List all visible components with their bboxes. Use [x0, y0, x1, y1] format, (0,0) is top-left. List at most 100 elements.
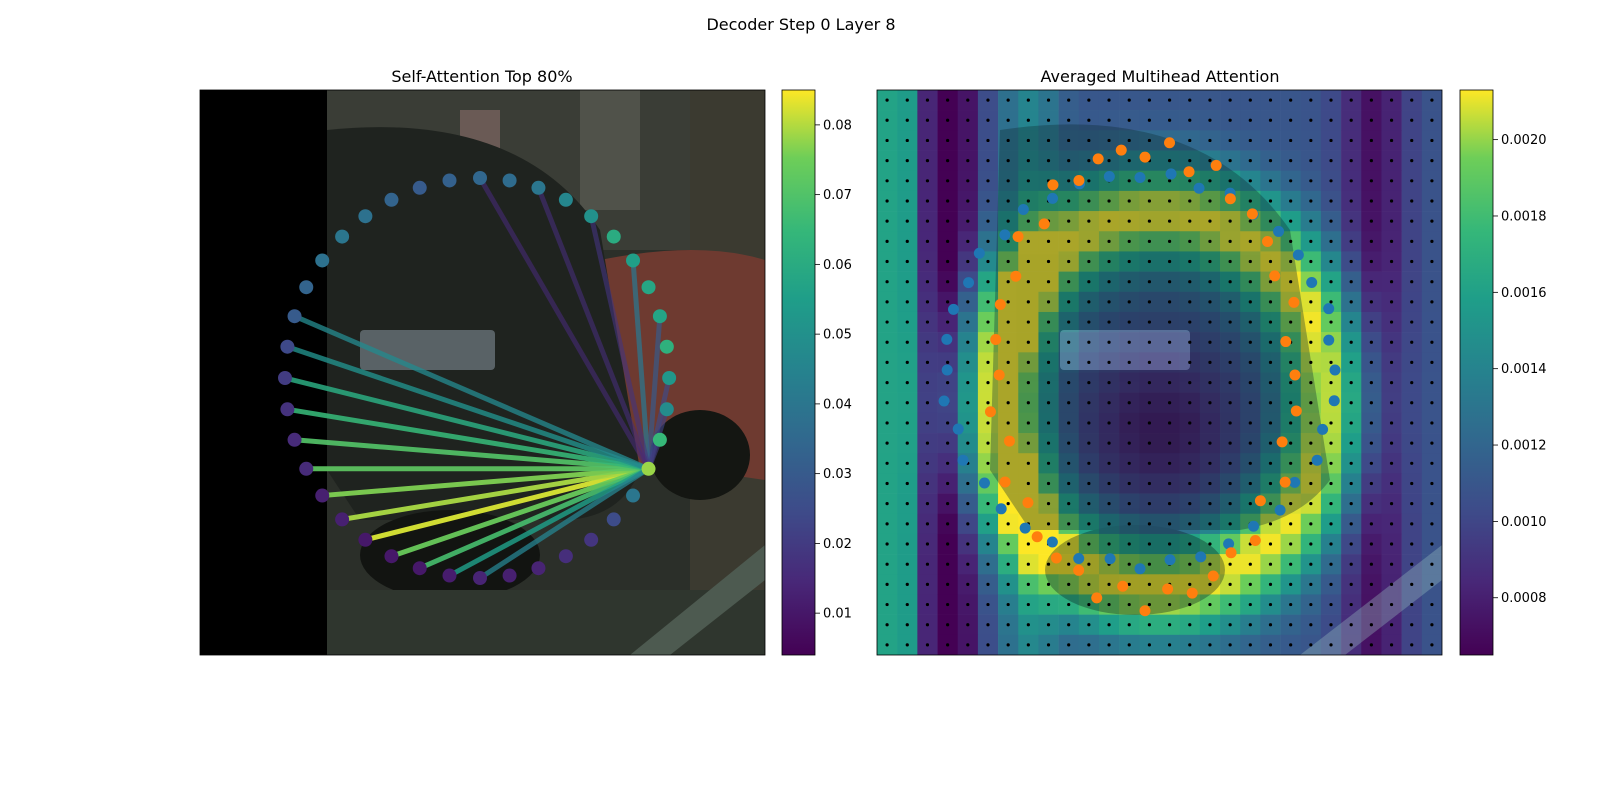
- grid-dot: [966, 582, 970, 586]
- grid-dot: [1430, 522, 1434, 526]
- grid-dot: [1208, 481, 1212, 486]
- grid-dot: [946, 380, 950, 385]
- grid-dot: [1087, 602, 1091, 607]
- colorbar-tick-label: 0.0012: [1501, 439, 1547, 454]
- grid-dot: [1087, 441, 1091, 445]
- grid-dot: [966, 562, 970, 566]
- grid-dot: [1067, 502, 1071, 506]
- grid-dot: [1410, 542, 1414, 546]
- grid-dot: [925, 623, 930, 627]
- grid-dot: [1127, 481, 1131, 486]
- vertex-point: [442, 173, 457, 188]
- grid-dot: [925, 320, 930, 324]
- grid-dot: [1188, 421, 1192, 425]
- grid-dot: [1208, 542, 1212, 546]
- sampling-point: [994, 298, 1006, 310]
- grid-dot: [1430, 602, 1434, 607]
- grid-dot: [1208, 98, 1212, 102]
- grid-dot: [1289, 320, 1293, 324]
- grid-dot: [1087, 360, 1091, 365]
- grid-dot: [1369, 320, 1373, 324]
- grid-dot: [1167, 441, 1172, 445]
- sampling-point: [1046, 536, 1058, 548]
- grid-dot: [1067, 643, 1071, 647]
- grid-dot: [1309, 98, 1313, 102]
- grid-dot: [1389, 542, 1394, 546]
- grid-dot: [1127, 179, 1131, 183]
- grid-dot: [1087, 138, 1091, 143]
- grid-dot: [1309, 159, 1313, 163]
- grid-dot: [1147, 199, 1152, 203]
- grid-dot: [1268, 280, 1273, 284]
- grid-dot: [1410, 643, 1414, 647]
- grid-dot: [1067, 159, 1071, 163]
- grid-dot: [966, 219, 970, 223]
- grid-dot: [1208, 502, 1212, 506]
- grid-dot: [1026, 340, 1030, 344]
- grid-dot: [1188, 340, 1192, 344]
- grid-dot: [1329, 300, 1333, 304]
- attention-edge: [446, 466, 652, 579]
- grid-dot: [986, 380, 990, 385]
- grid-dot: [1127, 138, 1131, 143]
- grid-dot: [966, 481, 970, 486]
- grid-dot: [1228, 118, 1232, 122]
- vertex-point: [584, 532, 599, 547]
- grid-dot: [1349, 582, 1353, 586]
- colorbar-tick-label: 0.05: [823, 328, 852, 343]
- grid-dot: [1067, 481, 1071, 486]
- grid-dot: [1046, 481, 1051, 486]
- right-colorbar-gradient: [1459, 89, 1494, 656]
- grid-dot: [1329, 602, 1333, 607]
- grid-dot: [1067, 138, 1071, 143]
- sampling-point: [1038, 218, 1050, 230]
- grid-dot: [1208, 300, 1212, 304]
- grid-dot: [1369, 280, 1373, 284]
- vertex-point: [358, 209, 373, 224]
- sampling-point: [1306, 277, 1318, 289]
- attention-edge: [477, 175, 652, 472]
- grid-dot: [1208, 623, 1212, 627]
- grid-dot: [946, 320, 950, 324]
- grid-dot: [1268, 502, 1273, 506]
- colorbar-tick-label: 0.0020: [1501, 133, 1547, 148]
- grid-dot: [1127, 461, 1131, 465]
- sampling-point: [995, 503, 1007, 515]
- grid-dot: [1369, 98, 1373, 102]
- attention-edge: [588, 213, 652, 472]
- grid-dot: [1026, 481, 1030, 486]
- grid-dot: [885, 219, 889, 223]
- grid-dot: [1289, 643, 1293, 647]
- grid-dot: [966, 259, 970, 264]
- attention-edge: [646, 313, 663, 472]
- grid-dot: [885, 401, 889, 405]
- grid-dot: [1248, 179, 1252, 183]
- grid-dot: [1067, 300, 1071, 304]
- grid-dot: [1228, 179, 1232, 183]
- grid-dot: [1046, 461, 1051, 465]
- grid-dot: [1289, 421, 1293, 425]
- grid-dot: [946, 643, 950, 647]
- grid-dot: [1268, 421, 1273, 425]
- grid-dot: [1289, 461, 1293, 465]
- vertex-point: [502, 173, 517, 188]
- grid-dot: [1147, 421, 1152, 425]
- sampling-point: [1193, 182, 1205, 194]
- grid-dot: [1329, 582, 1333, 586]
- grid-dot: [1329, 421, 1333, 425]
- vertex-point: [606, 512, 621, 527]
- grid-dot: [925, 582, 930, 586]
- grid-dot: [1228, 602, 1232, 607]
- grid-dot: [946, 421, 950, 425]
- grid-dot: [1147, 602, 1152, 607]
- sampling-point: [1317, 423, 1329, 435]
- grid-dot: [905, 582, 909, 586]
- grid-dot: [1087, 179, 1091, 183]
- grid-dot: [885, 602, 889, 607]
- grid-dot: [986, 522, 990, 526]
- grid-dot: [1389, 582, 1394, 586]
- grid-dot: [1208, 602, 1212, 607]
- grid-dot: [1329, 481, 1333, 486]
- grid-dot: [1289, 562, 1293, 566]
- grid-dot: [1127, 441, 1131, 445]
